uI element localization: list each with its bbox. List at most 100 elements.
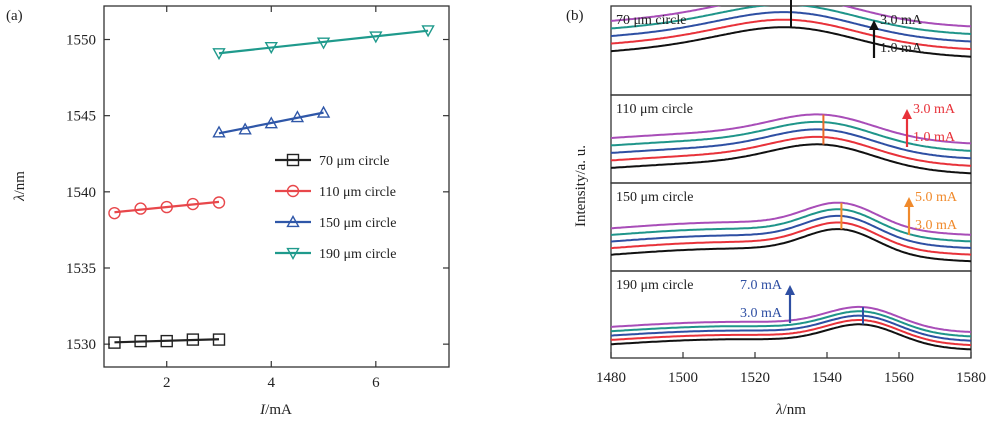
- x-tick-label: 1580: [956, 370, 986, 386]
- y-tick-label: 1530: [66, 337, 96, 353]
- series-0-point: [160, 334, 173, 348]
- arrow-top-label: 7.0 mA: [740, 278, 783, 293]
- legend-label-2: 150 μm circle: [319, 216, 396, 231]
- spectrum-curve-0: [611, 228, 971, 263]
- y-tick-label: 1545: [66, 109, 96, 125]
- series-2-point: [316, 105, 331, 118]
- series-3-point: [264, 42, 278, 55]
- series-0-point: [134, 334, 147, 348]
- spectrum-curve-1: [611, 221, 971, 256]
- series-1-fit-line: [114, 200, 220, 214]
- spectrum-curve-1: [611, 135, 971, 167]
- x-tick-label: 1560: [884, 370, 914, 386]
- legend-marker-0: [286, 153, 300, 167]
- spectrum-curve-3: [611, 6, 971, 35]
- series-2-fit-line: [218, 111, 324, 135]
- series-0-point: [108, 336, 121, 349]
- spectrum-curve-4: [611, 201, 971, 236]
- panel-b-subplots: 70 μm circle 3.0 mA 1.0 mA 110 μm circle 3.0…: [610, 0, 972, 359]
- spectrum-curve-1: [611, 319, 971, 347]
- spectrum-curve-0: [611, 26, 971, 58]
- spectrum-curve-3: [611, 120, 971, 152]
- legend-label-0: 70 μm circle: [319, 154, 389, 169]
- series-3-point: [316, 37, 331, 50]
- current-arrow-head: [904, 197, 914, 207]
- x-tick-label: 6: [372, 375, 380, 391]
- subplot-label: 150 μm circle: [616, 190, 693, 205]
- subplot-label: 190 μm circle: [616, 278, 693, 293]
- spectrum-curve-2: [611, 128, 971, 160]
- panel-a-ticks: 2 4 6 1530 1535 1540 1545 1550: [66, 6, 449, 391]
- panel-b-ylabel: Intensity/a. u.: [573, 145, 589, 227]
- series-2-point: [212, 125, 226, 138]
- series-2-point: [238, 122, 252, 135]
- current-arrow-head: [785, 285, 795, 295]
- spectrum-curve-4: [611, 113, 971, 145]
- subplot-2: 150 μm circle 5.0 mA 3.0 mA: [610, 182, 972, 272]
- subplot-label: 110 μm circle: [616, 102, 693, 117]
- panel-b-xlabel: λ/nm: [775, 402, 806, 418]
- subplot-curves: [611, 305, 971, 351]
- y-tick-label: 1550: [66, 33, 96, 49]
- series-0-point: [186, 333, 200, 346]
- spectrum-curve-3: [611, 208, 971, 243]
- current-arrow-head: [869, 20, 879, 30]
- legend-marker-3: [286, 247, 300, 260]
- series-1-point: [160, 200, 173, 214]
- x-tick-label: 1480: [596, 370, 626, 386]
- legend-label-3: 190 μm circle: [319, 247, 396, 262]
- arrow-top-label: 3.0 mA: [913, 102, 956, 117]
- subplot-1: 110 μm circle 3.0 mA 1.0 mA: [610, 94, 972, 184]
- x-tick-label: 1520: [740, 370, 770, 386]
- x-tick-label: 1500: [668, 370, 698, 386]
- series-2-point: [264, 116, 278, 129]
- arrow-bottom-label: 3.0 mA: [915, 218, 958, 233]
- spectrum-curve-0: [611, 143, 971, 175]
- x-tick-label: 4: [268, 375, 276, 391]
- series-3-fit-line: [218, 29, 429, 55]
- x-tick-label: 2: [163, 375, 171, 391]
- series-1-point: [212, 196, 226, 209]
- subplot-curves: [611, 113, 971, 175]
- current-arrow-head: [902, 109, 912, 119]
- subplot-0: 70 μm circle 3.0 mA 1.0 mA: [610, 0, 972, 96]
- spectrum-curve-2: [611, 214, 971, 249]
- y-tick-label: 1535: [66, 261, 96, 277]
- x-tick-label: 1540: [812, 370, 842, 386]
- spectrum-curve-2: [611, 314, 971, 342]
- legend-marker-2: [286, 215, 300, 228]
- arrow-bottom-label: 1.0 mA: [913, 130, 956, 145]
- panel-a-frame: [103, 5, 450, 368]
- panel-a-xlabel: I/mA: [259, 402, 292, 418]
- series-3-point: [369, 31, 383, 44]
- series-3-point: [421, 25, 435, 38]
- panel-a-ylabel: λ/nm: [12, 171, 28, 202]
- panel-a-label: (a): [6, 8, 23, 24]
- series-1-point: [186, 197, 200, 211]
- panel-a: (a) 2 4 6 1530 1535 1540 1545 1550 70 μm circle…: [6, 5, 450, 418]
- series-1-point: [134, 202, 147, 215]
- series-3-point: [212, 48, 226, 61]
- panel-a-legend: 70 μm circle 110 μm circle 150 μm circle 19…: [275, 153, 396, 262]
- y-tick-label: 1540: [66, 185, 96, 201]
- arrow-top-label: 3.0 mA: [880, 13, 923, 28]
- spectrum-curve-4: [611, 6, 971, 28]
- subplot-curves: [611, 201, 971, 263]
- panel-a-series-lines: [114, 29, 429, 344]
- panel-b-label: (b): [566, 8, 584, 24]
- series-1-point: [108, 206, 121, 220]
- subplot-frame: [610, 270, 972, 359]
- spectrum-curve-0: [611, 323, 971, 351]
- panel-b-ticks: 1480 1500 1520 1540 1560 1580: [596, 352, 986, 386]
- panel-a-markers: [108, 25, 435, 349]
- subplot-label: 70 μm circle: [616, 13, 686, 28]
- series-0-point: [212, 333, 226, 346]
- arrow-top-label: 5.0 mA: [915, 190, 958, 205]
- subplot-3: 190 μm circle 7.0 mA 3.0 mA: [610, 270, 972, 359]
- spectrum-curve-3: [611, 310, 971, 338]
- arrow-bottom-label: 3.0 mA: [740, 306, 783, 321]
- legend-label-1: 110 μm circle: [319, 185, 396, 200]
- series-0-fit-line: [114, 338, 220, 344]
